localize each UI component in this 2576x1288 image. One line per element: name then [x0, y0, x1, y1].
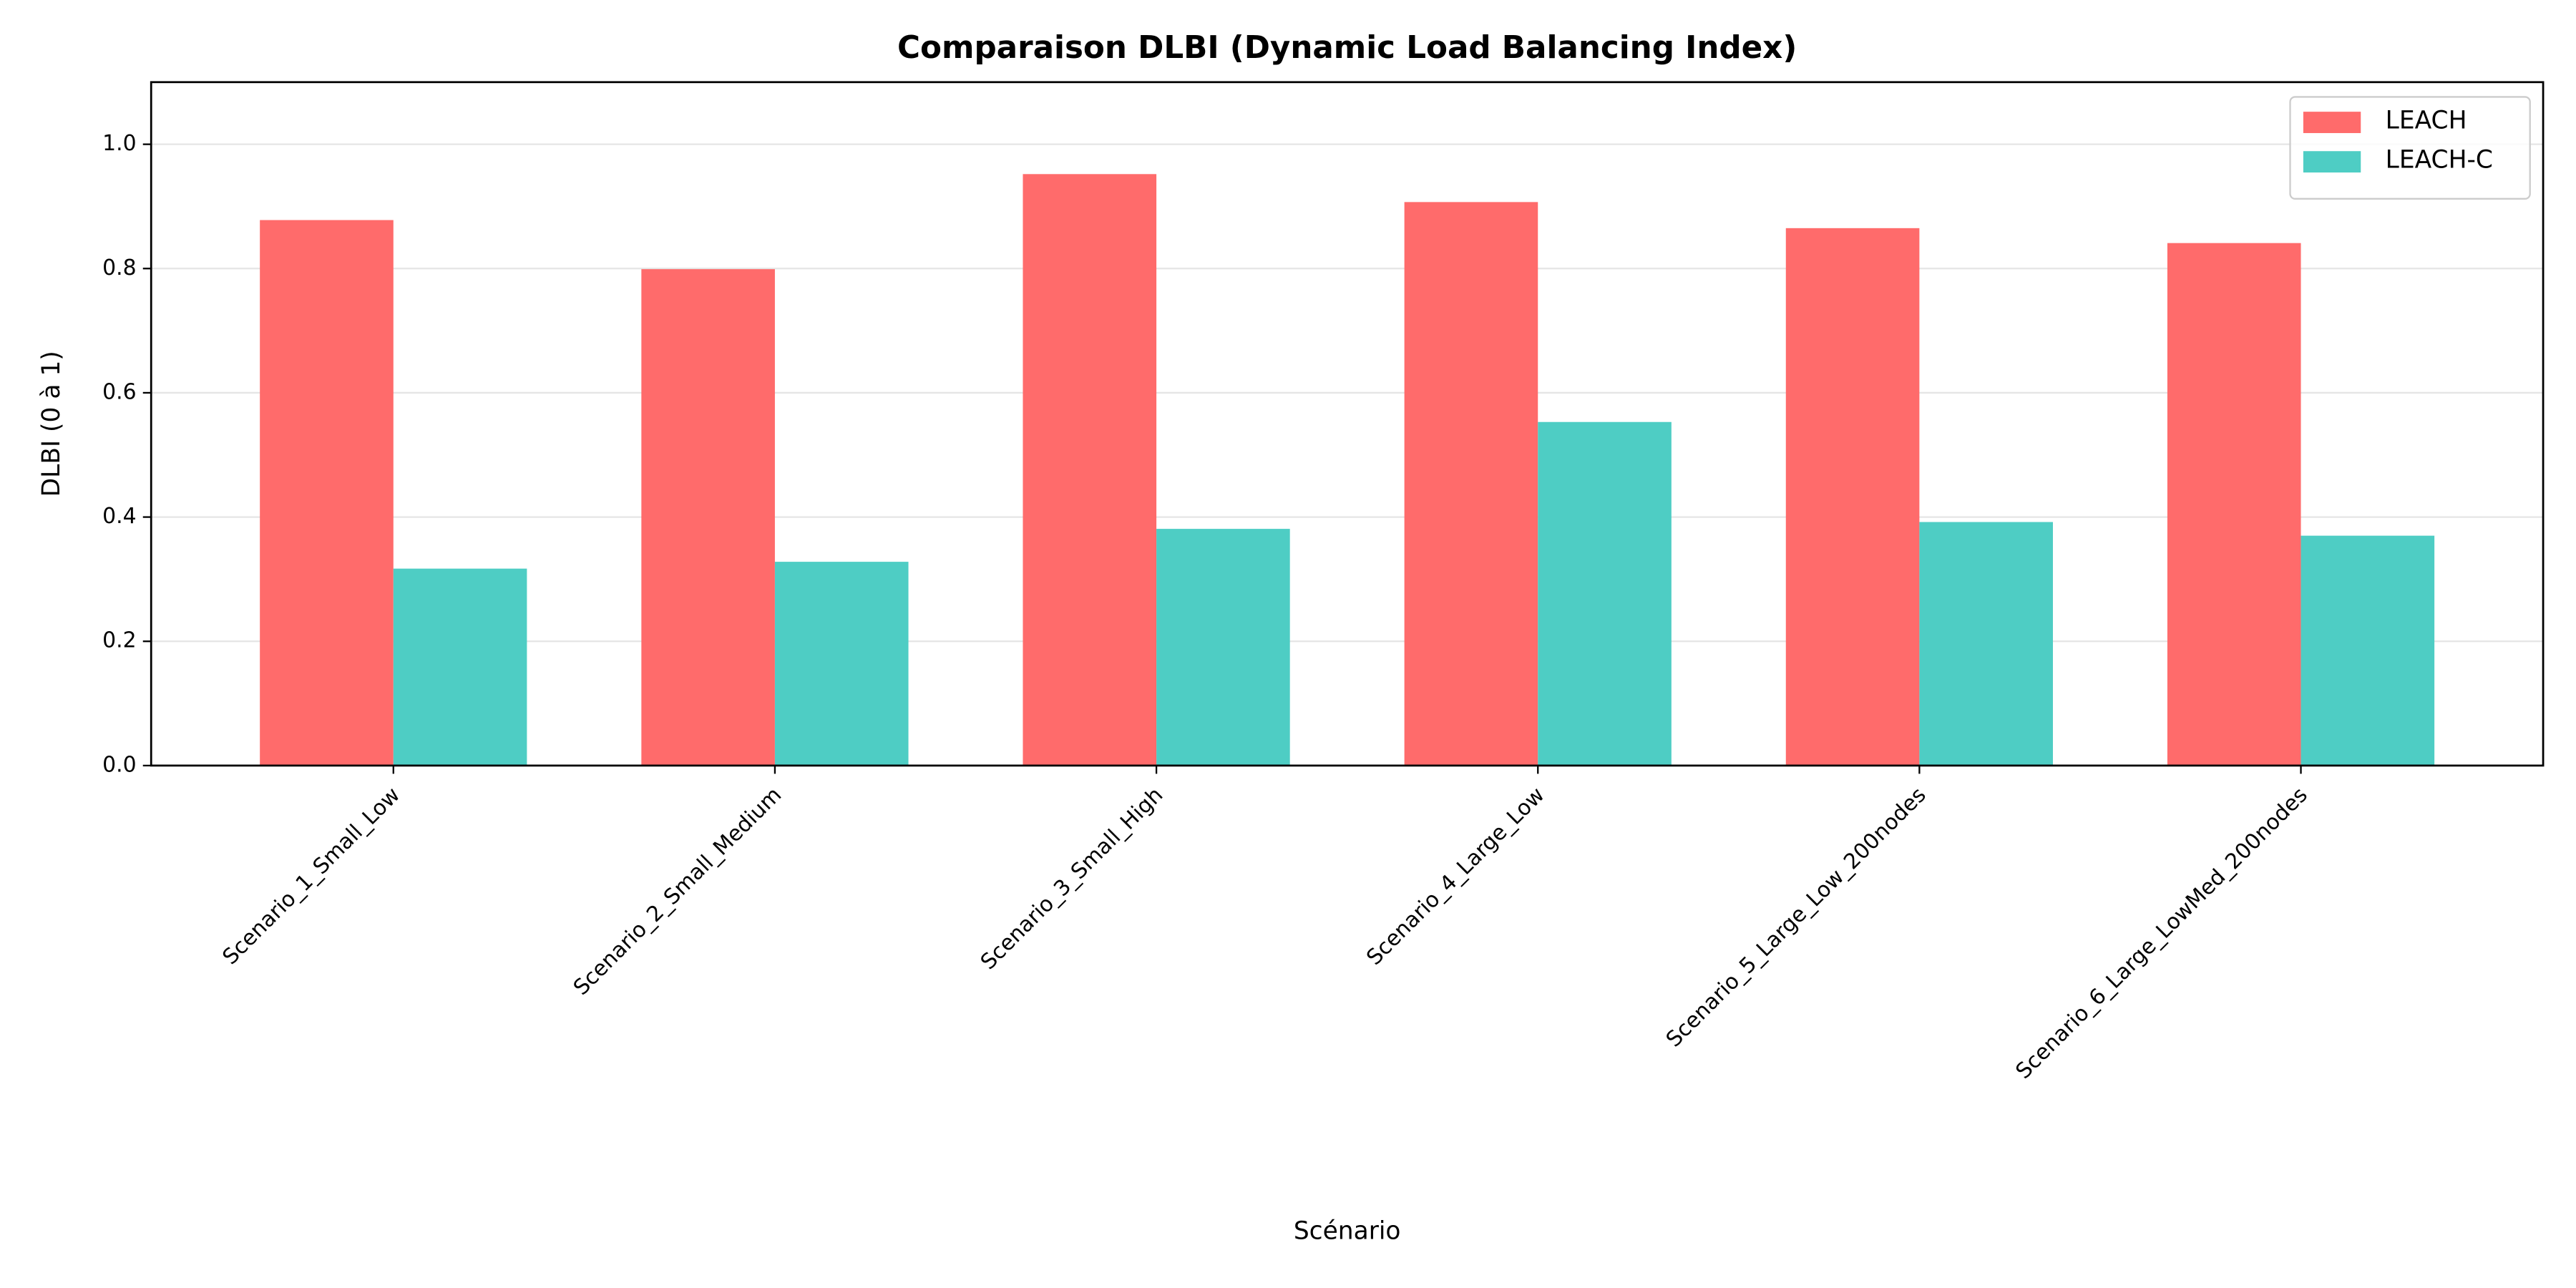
plot-frame	[150, 81, 2545, 767]
bar	[2167, 243, 2301, 766]
legend-label: LEACH	[2386, 106, 2467, 135]
chart-title: Comparaison DLBI (Dynamic Load Balancing…	[897, 30, 1797, 66]
bar	[1156, 529, 1290, 766]
bar	[260, 220, 394, 766]
y-tick-label: 0.4	[102, 504, 136, 529]
y-tick-label: 0.6	[102, 379, 136, 404]
bar	[2301, 535, 2435, 766]
bar	[641, 269, 775, 766]
bar	[1919, 522, 2053, 766]
y-tick-label: 0.0	[102, 752, 136, 777]
bar	[1023, 174, 1157, 766]
y-tick-label: 1.0	[102, 131, 136, 156]
legend-swatch	[2303, 112, 2361, 133]
legend: LEACH LEACH-C	[2289, 96, 2531, 200]
y-axis-label: DLBI (0 à 1)	[37, 351, 66, 497]
bar	[1785, 228, 1920, 766]
y-tick-label: 0.8	[102, 255, 136, 280]
x-axis-label: Scénario	[1294, 1216, 1401, 1245]
bar	[1404, 202, 1538, 766]
bar	[1538, 421, 1672, 766]
bar	[393, 568, 527, 766]
y-tick-label: 0.2	[102, 628, 136, 653]
bar	[774, 562, 909, 766]
legend-swatch	[2303, 151, 2361, 173]
legend-label: LEACH-C	[2386, 146, 2493, 175]
